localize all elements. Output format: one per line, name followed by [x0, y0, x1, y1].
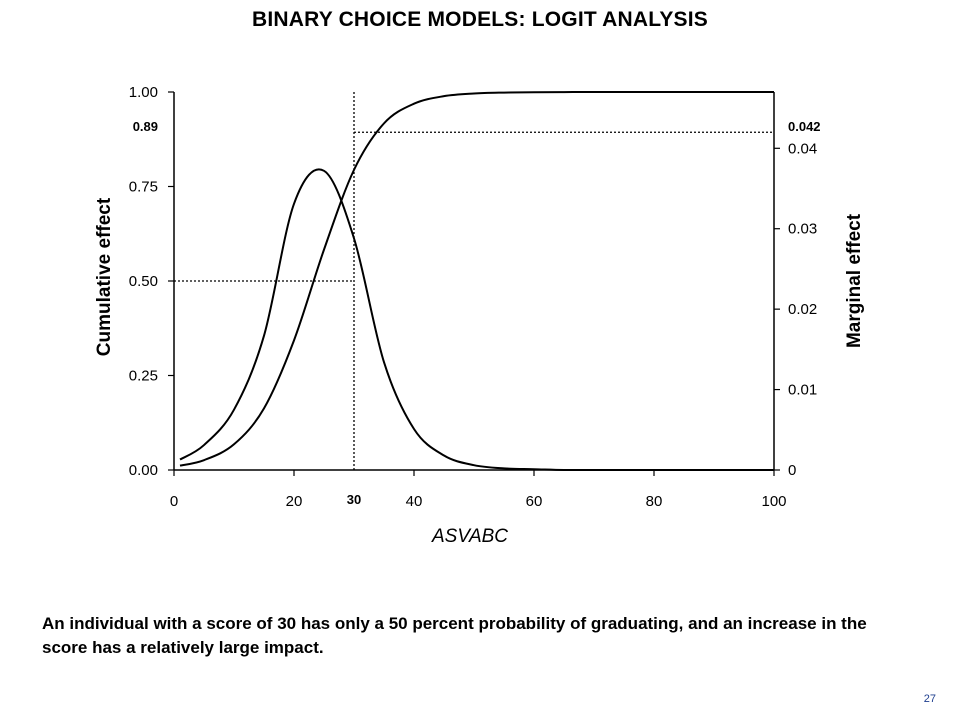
marginal-max-left-label: 0.89	[133, 119, 158, 134]
x-tick-label: 100	[761, 493, 786, 510]
guide-lines	[174, 92, 774, 470]
x-marker-label: 30	[347, 492, 361, 507]
axis-ticks: 0 20 40 60 80 100 0.00 0.25 0.50 0.75 1.00 0 0.01 0.0…	[129, 84, 817, 510]
axis-labels: ASVABC Cumulative effect Marginal effect	[94, 197, 865, 547]
x-axis-title: ASVABC	[431, 526, 508, 547]
x-tick-label: 20	[286, 493, 303, 510]
y-right-tick-label: 0	[788, 462, 796, 479]
cumulative-effect-line	[179, 90, 774, 467]
y-right-tick-label: 0.01	[788, 382, 817, 399]
marginal-max-label: 0.042	[788, 119, 821, 134]
y-right-tick-label: 0.02	[788, 301, 817, 318]
y-left-tick-label: 0.50	[129, 273, 158, 290]
slide-title: BINARY CHOICE MODELS: LOGIT ANALYSIS	[251, 8, 708, 31]
annotations: 30 0.042 0.89	[133, 119, 821, 507]
y-left-tick-label: 0.00	[129, 462, 158, 479]
y-right-tick-label: 0.04	[788, 140, 817, 157]
caption-text: An individual with a score of 30 has onl…	[42, 614, 867, 657]
y-left-axis-title: Cumulative effect	[94, 197, 115, 356]
y-left-tick-label: 0.25	[129, 368, 158, 385]
y-right-tick-label: 0.03	[788, 221, 817, 238]
x-tick-label: 80	[646, 493, 663, 510]
x-tick-label: 0	[170, 493, 178, 510]
y-right-axis-title: Marginal effect	[844, 213, 865, 348]
series-lines	[179, 90, 774, 472]
y-left-tick-label: 0.75	[129, 179, 158, 196]
x-tick-label: 60	[526, 493, 543, 510]
y-left-tick-label: 1.00	[129, 84, 158, 101]
marginal-effect-line	[179, 168, 774, 472]
x-tick-label: 40	[406, 493, 423, 510]
page-number: 27	[923, 693, 936, 705]
